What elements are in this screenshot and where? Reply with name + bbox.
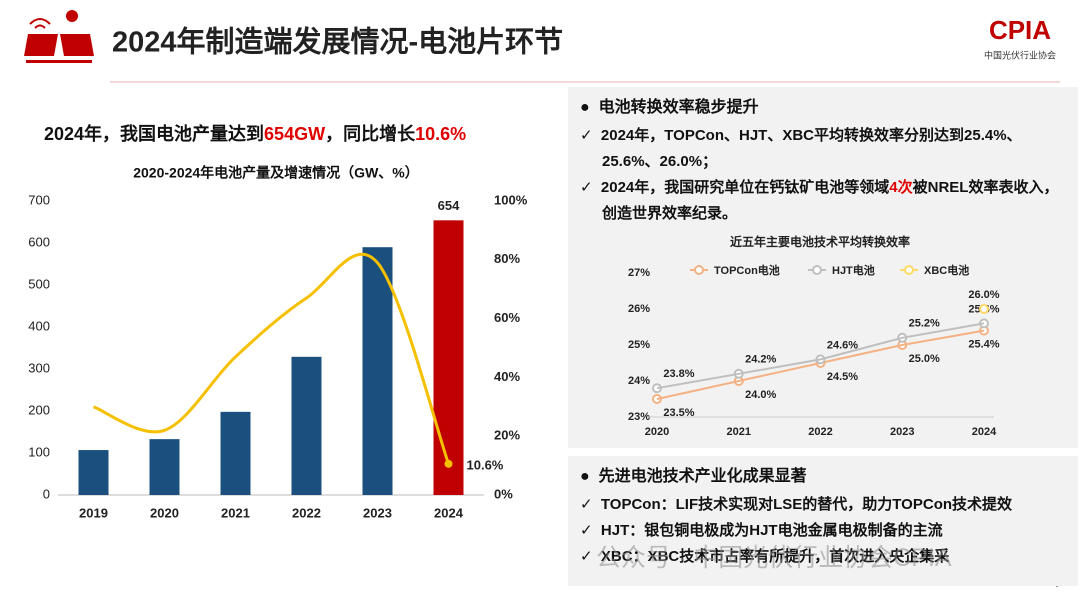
y2-tick-label: 60% — [494, 310, 520, 325]
efficiency-panel: ● 电池转换效率稳步提升 ✓ 2024年，TOPCon、HJT、XBC平均转换效… — [568, 87, 1078, 448]
bar — [78, 450, 109, 495]
bullet-highlight: 4次 — [889, 179, 913, 196]
y2-tick-label: 20% — [494, 428, 520, 443]
watermark: 公众号 · 中国光伏行业协会CPIA — [596, 544, 952, 572]
bullet: ✓ 2024年，TOPCon、HJT、XBC平均转换效率分别达到25.4%、25… — [580, 127, 1022, 170]
bar — [362, 247, 393, 495]
x-tick-label: 2023 — [890, 426, 914, 438]
heading-text: 电池转换效率稳步提升 — [598, 99, 759, 116]
line — [656, 322, 985, 390]
bullet: ✓ HJT：银包铜电极成为HJT电池金属电极制备的主流 — [580, 522, 943, 539]
y2-tick-label: 40% — [494, 369, 520, 384]
data-label: 23.8% — [663, 368, 694, 380]
point — [979, 304, 989, 314]
x-tick-label: 2020 — [645, 426, 669, 438]
y-tick-label: 700 — [28, 192, 50, 207]
industry-panel: ● 先进电池技术产业化成果显著 ✓ TOPCon：LIF技术实现对LSE的替代，… — [568, 456, 1078, 586]
data-label: 25.0% — [909, 353, 940, 365]
bullet: ✓ TOPCon：LIF技术实现对LSE的替代，助力TOPCon技术提效 — [580, 496, 1013, 513]
bar — [220, 411, 251, 495]
data-label: 23.5% — [663, 407, 694, 419]
panel-heading: ● 先进电池技术产业化成果显著 — [580, 468, 807, 485]
data-label: 24.6% — [827, 339, 858, 351]
heading-text: 先进电池技术产业化成果显著 — [598, 468, 807, 485]
data-label: 654 — [438, 198, 460, 213]
bullet-text: 被NREL效率表收入，创造世界效率纪录。 — [602, 179, 1059, 222]
legend-label: TOPCon电池 — [714, 263, 780, 277]
x-tick-label: 2023 — [363, 505, 392, 520]
x-tick-label: 2024 — [972, 426, 997, 438]
bullet-text: TOPCon：LIF技术实现对LSE的替代，助力TOPCon技术提效 — [600, 496, 1013, 513]
y-tick-label: 600 — [28, 234, 50, 249]
data-label: 24.0% — [745, 389, 776, 401]
slide-title: 2024年制造端发展情况-电池片环节 — [112, 25, 563, 59]
bullet: ✓ XBC：XBC技术市占率有所提升，首次进入央企集采 — [580, 548, 950, 565]
line — [92, 252, 450, 465]
chart-title: 2020-2024年电池产量及增速情况（GW、%） — [133, 165, 419, 181]
y-tick-label: 100 — [28, 444, 50, 459]
x-tick-label: 2019 — [79, 505, 108, 520]
bullet-text: 2024年，TOPCon、HJT、XBC平均转换效率分别达到25.4%、25.6… — [600, 127, 1022, 170]
bar — [291, 356, 322, 495]
logo: CPIA — [989, 15, 1051, 45]
headline-text: 2024年，我国电池产量达到 — [44, 124, 265, 144]
legend-label: XBC电池 — [924, 263, 969, 277]
x-tick-label: 2022 — [808, 426, 832, 438]
data-label: 10.6% — [467, 457, 504, 472]
y-tick-label: 400 — [28, 318, 50, 333]
x-tick-label: 2020 — [150, 505, 179, 520]
bullet-text: XBC：XBC技术市占率有所提升，首次进入央企集采 — [600, 548, 950, 565]
headline-highlight: 654GW — [264, 124, 326, 144]
data-label: 25.4% — [968, 339, 999, 351]
data-label: 25.2% — [909, 318, 940, 330]
panel-heading: ● 电池转换效率稳步提升 — [580, 99, 759, 116]
headline: 2024年，我国电池产量达到654GW，同比增长10.6% — [44, 120, 466, 146]
y-tick-label: 26% — [628, 303, 650, 315]
y2-tick-label: 100% — [494, 192, 528, 207]
legend-label: HJT电池 — [832, 263, 875, 277]
legend-marker — [904, 265, 914, 275]
bar — [149, 439, 180, 495]
legend-marker — [694, 265, 704, 275]
x-tick-label: 2021 — [221, 505, 250, 520]
y-tick-label: 27% — [628, 267, 650, 279]
bullet-text: HJT：银包铜电极成为HJT电池金属电极制备的主流 — [600, 522, 943, 539]
x-tick-label: 2024 — [434, 505, 464, 520]
legend-marker — [812, 265, 822, 275]
y2-tick-label: 0% — [494, 486, 513, 501]
y-tick-label: 23% — [628, 411, 650, 423]
y-tick-label: 24% — [628, 375, 650, 387]
y2-tick-label: 80% — [494, 251, 520, 266]
chart-title: 近五年主要电池技术平均转换效率 — [730, 234, 910, 249]
header-icon — [24, 10, 94, 63]
headline-highlight: 10.6% — [415, 124, 467, 144]
bar — [433, 220, 464, 495]
y-tick-label: 200 — [28, 402, 50, 417]
logo-subtitle: 中国光伏行业协会 — [984, 49, 1056, 60]
data-label: 26.0% — [968, 289, 999, 301]
x-tick-label: 2021 — [727, 426, 751, 438]
y-tick-label: 300 — [28, 360, 50, 375]
data-label: 24.5% — [827, 371, 858, 383]
y-tick-label: 500 — [28, 276, 50, 291]
bullet: ✓ 2024年，我国研究单位在钙钛矿电池等领域4次被NREL效率表收入，创造世界… — [580, 179, 1059, 222]
x-tick-label: 2022 — [292, 505, 321, 520]
line-point — [444, 459, 453, 468]
headline-text: ，同比增长 — [325, 124, 416, 144]
bullet-text: 2024年，我国研究单位在钙钛矿电池等领域 — [600, 179, 890, 196]
y-tick-label: 0 — [43, 486, 50, 501]
y-tick-label: 25% — [628, 339, 650, 351]
data-label: 24.2% — [745, 354, 776, 366]
